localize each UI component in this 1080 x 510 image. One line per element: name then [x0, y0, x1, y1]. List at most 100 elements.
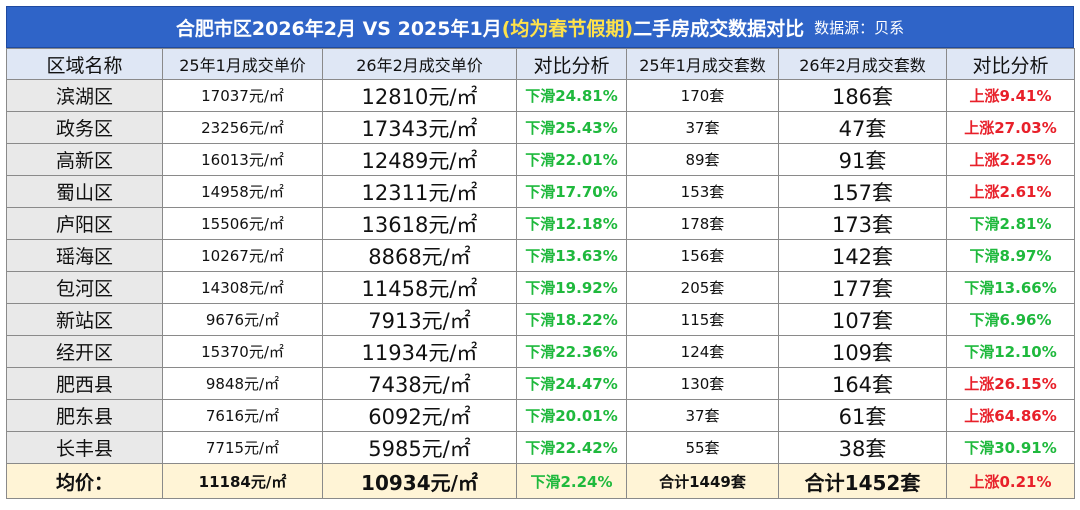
- units-2602-cell: 109套: [778, 335, 947, 368]
- units-2501-cell: 178套: [626, 207, 779, 240]
- units-2501-cell: 170套: [626, 79, 779, 112]
- footer-price-2501: 11184元/㎡: [162, 463, 323, 499]
- price-2501-cell: 16013元/㎡: [162, 143, 323, 176]
- area-cell: 肥东县: [6, 399, 163, 432]
- units-2501-cell: 89套: [626, 143, 779, 176]
- footer-row: 均价： 11184元/㎡ 10934元/㎡ 下滑2.24% 合计1449套 合计…: [6, 463, 1075, 499]
- sheet-title: 合肥市区2026年2月 VS 2025年1月 (均为春节假期) 二手房成交数据对比数…: [6, 6, 1074, 48]
- header-price-2501: 25年1月成交单价: [162, 48, 323, 80]
- header-row: 区域名称 25年1月成交单价 26年2月成交单价 对比分析 25年1月成交套数 …: [6, 48, 1075, 80]
- price-2501-cell: 10267元/㎡: [162, 239, 323, 272]
- header-price-2602: 26年2月成交单价: [322, 48, 517, 80]
- price-change-cell: 下滑24.81%: [516, 79, 627, 112]
- price-2602-cell: 13618元/㎡: [322, 207, 517, 240]
- price-2602-cell: 5985元/㎡: [322, 431, 517, 464]
- units-2501-cell: 55套: [626, 431, 779, 464]
- footer-price-2602: 10934元/㎡: [322, 463, 517, 499]
- area-cell: 庐阳区: [6, 207, 163, 240]
- price-2501-cell: 9848元/㎡: [162, 367, 323, 400]
- units-2501-cell: 115套: [626, 303, 779, 336]
- table-row: 政务区 23256元/㎡ 17343元/㎡ 下滑25.43% 37套 47套 上涨27.03…: [6, 111, 1075, 144]
- header-units-2602: 26年2月成交套数: [778, 48, 947, 80]
- area-cell: 经开区: [6, 335, 163, 368]
- units-2501-cell: 37套: [626, 111, 779, 144]
- units-change-cell: 下滑6.96%: [946, 303, 1075, 336]
- units-change-cell: 下滑8.97%: [946, 239, 1075, 272]
- area-cell: 新站区: [6, 303, 163, 336]
- footer-units-change: 上涨0.21%: [946, 463, 1075, 499]
- price-2602-cell: 12489元/㎡: [322, 143, 517, 176]
- price-change-cell: 下滑25.43%: [516, 111, 627, 144]
- units-change-cell: 下滑30.91%: [946, 431, 1075, 464]
- table-row: 高新区 16013元/㎡ 12489元/㎡ 下滑22.01% 89套 91套 上涨2.25%: [6, 143, 1075, 176]
- price-change-cell: 下滑22.36%: [516, 335, 627, 368]
- price-2602-cell: 17343元/㎡: [322, 111, 517, 144]
- units-2501-cell: 205套: [626, 271, 779, 304]
- header-units-2501: 25年1月成交套数: [626, 48, 779, 80]
- units-2501-cell: 130套: [626, 367, 779, 400]
- table-row: 肥东县 7616元/㎡ 6092元/㎡ 下滑20.01% 37套 61套 上涨64.86%: [6, 399, 1075, 432]
- price-2501-cell: 9676元/㎡: [162, 303, 323, 336]
- price-2501-cell: 7616元/㎡: [162, 399, 323, 432]
- header-price-change: 对比分析: [516, 48, 627, 80]
- price-2501-cell: 23256元/㎡: [162, 111, 323, 144]
- units-change-cell: 下滑2.81%: [946, 207, 1075, 240]
- area-cell: 长丰县: [6, 431, 163, 464]
- price-2602-cell: 11934元/㎡: [322, 335, 517, 368]
- table-row: 长丰县 7715元/㎡ 5985元/㎡ 下滑22.42% 55套 38套 下滑30.91%: [6, 431, 1075, 464]
- units-change-cell: 上涨26.15%: [946, 367, 1075, 400]
- table-row: 瑶海区 10267元/㎡ 8868元/㎡ 下滑13.63% 156套 142套 下滑8.97…: [6, 239, 1075, 272]
- header-area: 区域名称: [6, 48, 163, 80]
- price-change-cell: 下滑19.92%: [516, 271, 627, 304]
- price-change-cell: 下滑20.01%: [516, 399, 627, 432]
- units-change-cell: 上涨2.61%: [946, 175, 1075, 208]
- units-2602-cell: 47套: [778, 111, 947, 144]
- units-2602-cell: 142套: [778, 239, 947, 272]
- table-row: 滨湖区 17037元/㎡ 12810元/㎡ 下滑24.81% 170套 186套 上涨9.4…: [6, 79, 1075, 112]
- units-2602-cell: 164套: [778, 367, 947, 400]
- price-change-cell: 下滑13.63%: [516, 239, 627, 272]
- table-row: 经开区 15370元/㎡ 11934元/㎡ 下滑22.36% 124套 109套 下滑12.…: [6, 335, 1075, 368]
- units-change-cell: 下滑13.66%: [946, 271, 1075, 304]
- price-2602-cell: 7438元/㎡: [322, 367, 517, 400]
- units-2602-cell: 91套: [778, 143, 947, 176]
- price-2602-cell: 7913元/㎡: [322, 303, 517, 336]
- units-2501-cell: 153套: [626, 175, 779, 208]
- price-2501-cell: 7715元/㎡: [162, 431, 323, 464]
- price-2501-cell: 17037元/㎡: [162, 79, 323, 112]
- price-2501-cell: 14308元/㎡: [162, 271, 323, 304]
- price-2602-cell: 8868元/㎡: [322, 239, 517, 272]
- title-source: 数据源：贝系: [814, 18, 905, 37]
- header-units-change: 对比分析: [946, 48, 1075, 80]
- footer-units-2501: 合计1449套: [626, 463, 779, 499]
- area-cell: 蜀山区: [6, 175, 163, 208]
- title-suffix: 二手房成交数据对比: [633, 17, 805, 40]
- price-change-cell: 下滑12.18%: [516, 207, 627, 240]
- price-change-cell: 下滑22.01%: [516, 143, 627, 176]
- units-change-cell: 上涨9.41%: [946, 79, 1075, 112]
- units-2501-cell: 156套: [626, 239, 779, 272]
- comparison-sheet: 合肥市区2026年2月 VS 2025年1月 (均为春节假期) 二手房成交数据对比数…: [6, 6, 1075, 504]
- units-2602-cell: 157套: [778, 175, 947, 208]
- units-2602-cell: 173套: [778, 207, 947, 240]
- price-2501-cell: 14958元/㎡: [162, 175, 323, 208]
- price-2602-cell: 12311元/㎡: [322, 175, 517, 208]
- area-cell: 高新区: [6, 143, 163, 176]
- price-2602-cell: 11458元/㎡: [322, 271, 517, 304]
- footer-label: 均价：: [6, 463, 163, 499]
- table-row: 肥西县 9848元/㎡ 7438元/㎡ 下滑24.47% 130套 164套 上涨26.15…: [6, 367, 1075, 400]
- area-cell: 包河区: [6, 271, 163, 304]
- area-cell: 政务区: [6, 111, 163, 144]
- table-row: 蜀山区 14958元/㎡ 12311元/㎡ 下滑17.70% 153套 157套 上涨2.6…: [6, 175, 1075, 208]
- units-2602-cell: 38套: [778, 431, 947, 464]
- data-table: 区域名称 25年1月成交单价 26年2月成交单价 对比分析 25年1月成交套数 …: [6, 48, 1075, 499]
- units-change-cell: 上涨27.03%: [946, 111, 1075, 144]
- units-change-cell: 上涨2.25%: [946, 143, 1075, 176]
- price-2501-cell: 15370元/㎡: [162, 335, 323, 368]
- table-row: 新站区 9676元/㎡ 7913元/㎡ 下滑18.22% 115套 107套 下滑6.96%: [6, 303, 1075, 336]
- units-change-cell: 上涨64.86%: [946, 399, 1075, 432]
- units-2602-cell: 177套: [778, 271, 947, 304]
- footer-price-change: 下滑2.24%: [516, 463, 627, 499]
- price-change-cell: 下滑22.42%: [516, 431, 627, 464]
- title-highlight: (均为春节假期): [501, 17, 634, 40]
